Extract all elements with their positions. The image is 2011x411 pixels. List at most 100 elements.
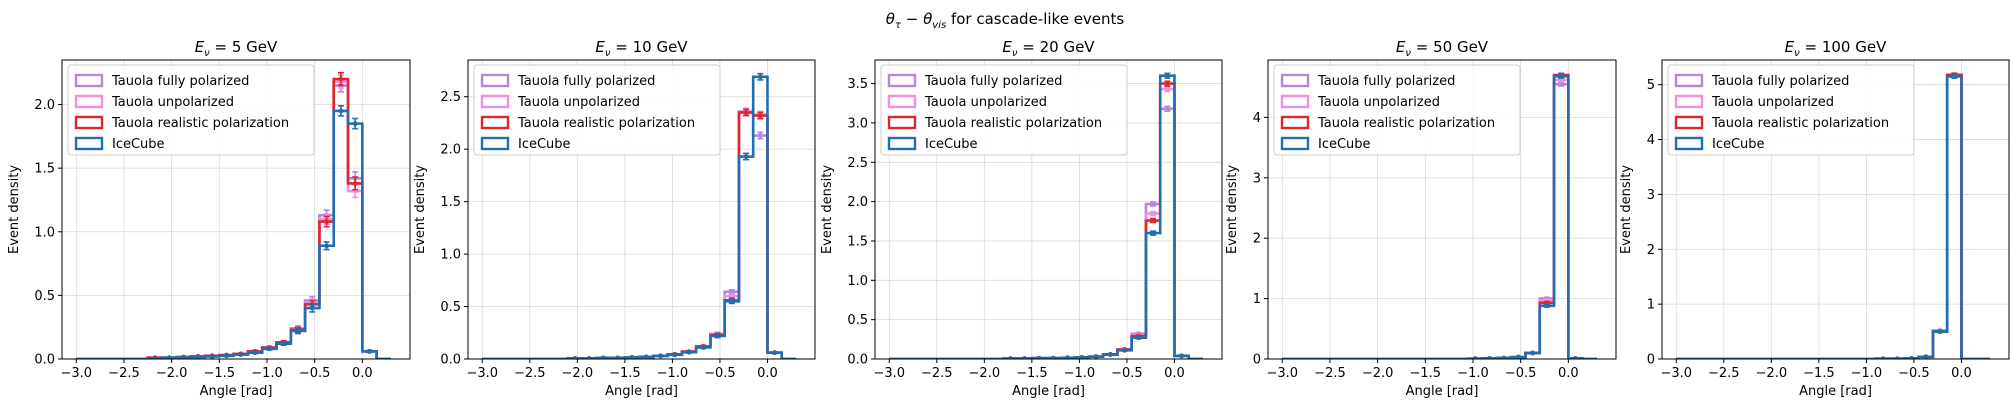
error-bar-icecube xyxy=(309,303,316,313)
error-bar-icecube xyxy=(1164,72,1171,79)
axes-frame xyxy=(61,59,411,360)
legend-label-realistic: Tauola realistic polarization xyxy=(1317,116,1495,131)
x-tick-label: −2.0 xyxy=(1362,366,1394,381)
y-axis-label: Event density xyxy=(7,165,22,254)
subplot-5-gev: −3.0 −2.5 −2.0 −1.5 −1.0 −0.5 0.0 0.0 0.5 1.0 1.5 2… xyxy=(7,38,411,399)
error-bar-realistic xyxy=(337,71,344,87)
histogram-series-icecube xyxy=(482,75,796,359)
error-bar-icecube xyxy=(323,241,330,251)
subplot-10-gev: −3.0 −2.5 −2.0 −1.5 −1.0 −0.5 0.0 0.0 0.5 1.0 1.5 2… xyxy=(413,38,816,399)
y-tick-label: 0.5 xyxy=(34,289,55,304)
x-tick-label: −2.0 xyxy=(562,366,594,381)
error-bar-icecube xyxy=(180,355,187,359)
y-tick-label: 1.0 xyxy=(34,225,55,240)
x-tick-label: −0.5 xyxy=(1898,366,1930,381)
x-axis-label: Angle [rad] xyxy=(1012,384,1085,399)
error-bar-realistic xyxy=(1164,80,1171,87)
error-bar-icecube xyxy=(728,298,735,305)
x-axis-label: Angle [rad] xyxy=(200,384,273,399)
error-bar-icecube xyxy=(1107,352,1114,358)
error-bar-icecube xyxy=(1135,335,1142,341)
error-bar-icecube xyxy=(1121,347,1128,353)
y-tick-label: 0.0 xyxy=(34,353,55,368)
legend-swatch-fully_polarized xyxy=(1674,73,1704,88)
panels: −3.0 −2.5 −2.0 −1.5 −1.0 −0.5 0.0 0.0 0.5 1.0 1.5 2… xyxy=(7,38,2010,399)
y-axis-label: Event density xyxy=(820,165,835,254)
error-bar-unpolarized xyxy=(1164,85,1171,93)
x-tick-label: −0.5 xyxy=(704,366,736,381)
legend-swatch-realistic xyxy=(480,115,510,130)
x-tick-label: −2.5 xyxy=(514,366,546,381)
error-bar-icecube xyxy=(237,352,244,357)
y-tick-label: 0.0 xyxy=(440,353,461,368)
x-tick-label: −1.0 xyxy=(1851,366,1883,381)
error-bar-icecube xyxy=(280,341,287,347)
axes-frame xyxy=(1267,59,1617,360)
y-tick-label: 2.5 xyxy=(847,156,868,171)
x-tick-label: −2.0 xyxy=(969,366,1001,381)
legend-swatch-icecube xyxy=(1674,136,1704,151)
x-tick-label: −0.5 xyxy=(299,366,331,381)
error-bar-icecube xyxy=(757,72,764,81)
error-bar-realistic xyxy=(352,176,359,191)
legend: Tauola fully polarized Tauola unpolarized… xyxy=(1667,64,1915,156)
legend-swatch-icecube xyxy=(887,136,917,151)
x-tick-label: 0.0 xyxy=(1951,366,1972,381)
error-bar-fully_polarized xyxy=(757,131,764,140)
x-tick-label: −1.0 xyxy=(1457,366,1489,381)
error-bar-icecube xyxy=(1922,354,1929,359)
y-tick-label: 3 xyxy=(1253,171,1261,186)
x-tick-label: 0.0 xyxy=(757,366,778,381)
y-tick-label: 5 xyxy=(1647,78,1655,93)
x-tick-label: −2.5 xyxy=(108,366,140,381)
legend: Tauola fully polarized Tauola unpolarized… xyxy=(880,64,1128,156)
subplot-title: Eν = 5 GeV xyxy=(195,38,278,59)
x-tick-label: −1.5 xyxy=(204,366,236,381)
x-tick-label: −2.5 xyxy=(921,366,953,381)
legend-label-unpolarized: Tauola unpolarized xyxy=(1317,95,1440,110)
error-bar-icecube xyxy=(1078,355,1085,359)
y-tick-label: 1.0 xyxy=(440,248,461,263)
error-bar-unpolarized xyxy=(1150,210,1157,217)
error-bar-icecube xyxy=(686,349,693,355)
x-tick-label: −1.5 xyxy=(1016,366,1048,381)
y-tick-label: 0.5 xyxy=(847,313,868,328)
x-tick-label: −2.5 xyxy=(1314,366,1346,381)
x-tick-label: −1.0 xyxy=(657,366,689,381)
legend-swatch-icecube xyxy=(480,136,510,151)
x-tick-label: −1.5 xyxy=(1410,366,1442,381)
error-bar-icecube xyxy=(266,346,273,352)
y-tick-label: 3.5 xyxy=(847,77,868,92)
x-axis-label: Angle [rad] xyxy=(1799,384,1872,399)
y-tick-label: 1 xyxy=(1253,292,1261,307)
legend-label-icecube: IceCube xyxy=(518,137,571,152)
subplot-20-gev: −3.0 −2.5 −2.0 −1.5 −1.0 −0.5 0.0 0.0 0.5 1.0 1.5 2… xyxy=(820,38,1223,399)
legend-swatch-unpolarized xyxy=(1280,94,1310,109)
y-tick-label: 3.0 xyxy=(847,116,868,131)
error-bar-icecube xyxy=(1529,350,1536,356)
error-bar-icecube xyxy=(1035,355,1042,359)
error-bar-icecube xyxy=(671,352,678,358)
subplot-title: Eν = 10 GeV xyxy=(595,38,688,59)
legend-label-unpolarized: Tauola unpolarized xyxy=(517,95,640,110)
error-bar-icecube xyxy=(1486,355,1493,359)
legend-label-icecube: IceCube xyxy=(1712,137,1765,152)
subplot-title: Eν = 100 GeV xyxy=(1785,38,1887,59)
legend-label-icecube: IceCube xyxy=(925,137,978,152)
error-bar-icecube xyxy=(586,356,593,359)
error-bar-icecube xyxy=(337,105,344,117)
y-tick-label: 2 xyxy=(1253,232,1261,247)
y-tick-label: 0.0 xyxy=(847,353,868,368)
legend-label-icecube: IceCube xyxy=(112,137,165,152)
legend-label-fully_polarized: Tauola fully polarized xyxy=(1317,74,1455,89)
legend-label-fully_polarized: Tauola fully polarized xyxy=(924,74,1062,89)
y-tick-label: 0 xyxy=(1647,353,1655,368)
x-tick-label: −3.0 xyxy=(873,366,905,381)
y-axis-label: Event density xyxy=(413,165,428,254)
x-tick-label: 0.0 xyxy=(1164,366,1185,381)
error-bar-icecube xyxy=(1543,303,1550,309)
legend-swatch-unpolarized xyxy=(1674,94,1704,109)
error-bar-icecube xyxy=(657,353,664,359)
axes-frame xyxy=(1661,59,2010,360)
error-bar-icecube xyxy=(614,355,621,359)
